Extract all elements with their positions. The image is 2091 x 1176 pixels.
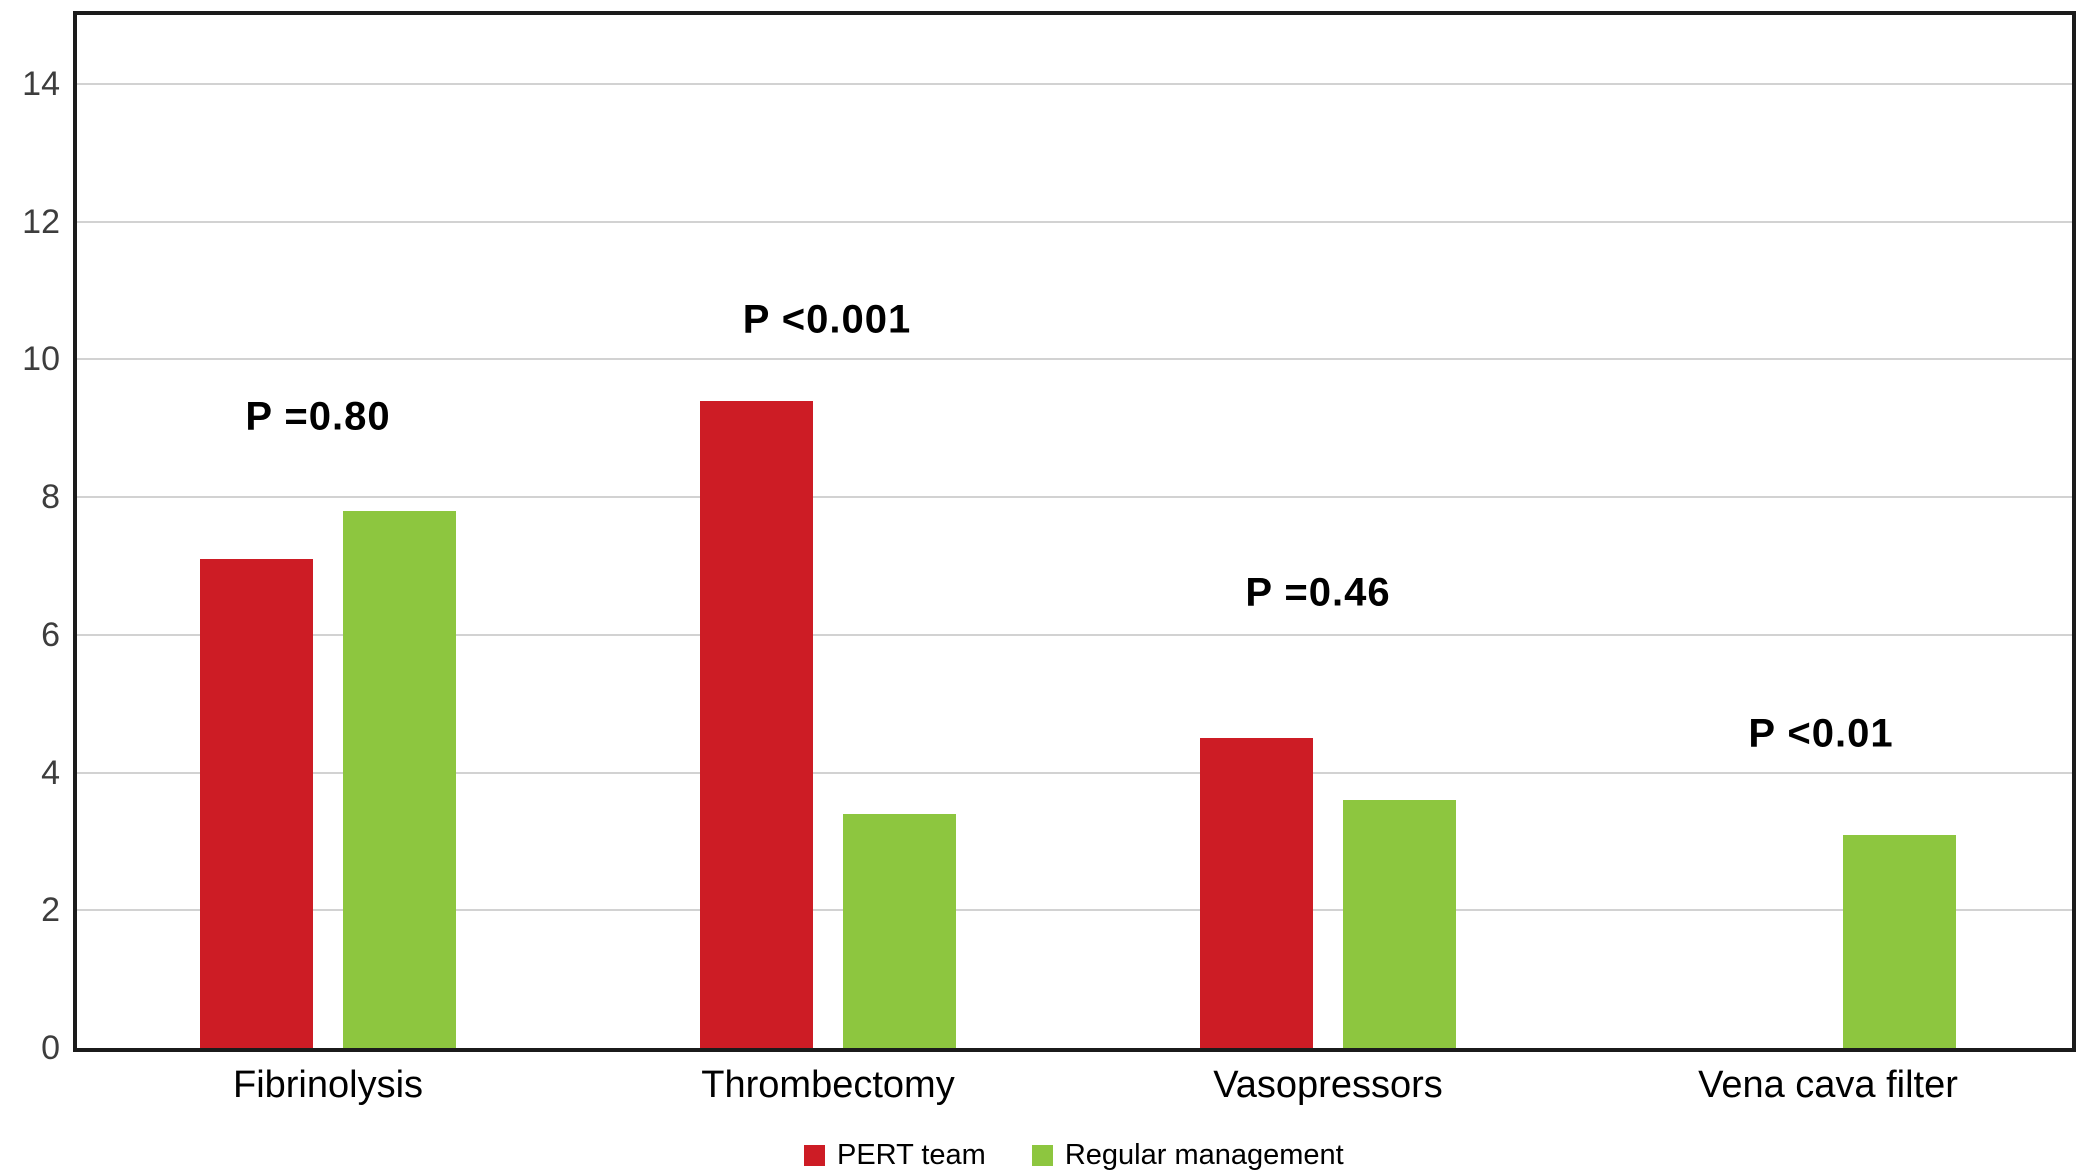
y-axis-tick-label-14: 14 xyxy=(22,65,60,103)
bar-regular-management-vena-cava-filter xyxy=(1843,835,1956,1048)
bar-pert-team-thrombectomy xyxy=(700,401,813,1048)
y-axis-tick-label-2: 2 xyxy=(41,891,60,929)
legend: PERT team Regular management xyxy=(804,1138,1344,1172)
p-value-annotation-fibrinolysis: P =0.80 xyxy=(245,394,391,439)
plot-area: P =0.80 P <0.001 P =0.46 P <0.01 xyxy=(73,11,2076,1052)
gridline-y-8 xyxy=(77,496,2072,499)
x-axis-category-label-fibrinolysis: Fibrinolysis xyxy=(232,1064,424,1106)
x-axis-category-label-vasopressors: Vasopressors xyxy=(1213,1064,1443,1106)
y-axis-tick-label-4: 4 xyxy=(41,754,60,792)
gridline-y-4 xyxy=(77,771,2072,774)
legend-swatch-regular-management xyxy=(1031,1144,1053,1166)
bar-regular-management-fibrinolysis xyxy=(343,511,456,1048)
x-axis-category-label-thrombectomy: Thrombectomy xyxy=(701,1064,955,1106)
bar-pert-team-vasopressors xyxy=(1200,738,1313,1048)
x-axis-category-label-vena-cava-filter: Vena cava filter xyxy=(1698,1064,1958,1106)
y-axis-tick-label-8: 8 xyxy=(41,478,60,516)
legend-item-pert-team: PERT team xyxy=(804,1138,986,1172)
p-value-annotation-vasopressors: P =0.46 xyxy=(1245,570,1391,615)
bar-regular-management-thrombectomy xyxy=(843,814,956,1048)
legend-item-regular-management: Regular management xyxy=(1031,1138,1344,1172)
gridline-y-10 xyxy=(77,358,2072,361)
p-value-annotation-vena-cava-filter: P <0.01 xyxy=(1748,711,1894,756)
y-axis-tick-label-6: 6 xyxy=(41,616,60,654)
gridline-y-2 xyxy=(77,909,2072,912)
gridline-y-12 xyxy=(77,220,2072,223)
y-axis-tick-label-0: 0 xyxy=(41,1029,60,1067)
y-axis-tick-label-12: 12 xyxy=(22,203,60,241)
legend-label-regular-management: Regular management xyxy=(1064,1139,1344,1171)
y-axis-tick-label-10: 10 xyxy=(22,340,60,378)
bar-regular-management-vasopressors xyxy=(1343,800,1456,1048)
p-value-annotation-thrombectomy: P <0.001 xyxy=(742,297,912,342)
legend-label-pert-team: PERT team xyxy=(837,1139,986,1171)
legend-swatch-pert-team xyxy=(804,1144,825,1166)
bar-pert-team-fibrinolysis xyxy=(200,559,313,1048)
gridline-y-14 xyxy=(77,82,2072,85)
gridline-y-6 xyxy=(77,633,2072,636)
